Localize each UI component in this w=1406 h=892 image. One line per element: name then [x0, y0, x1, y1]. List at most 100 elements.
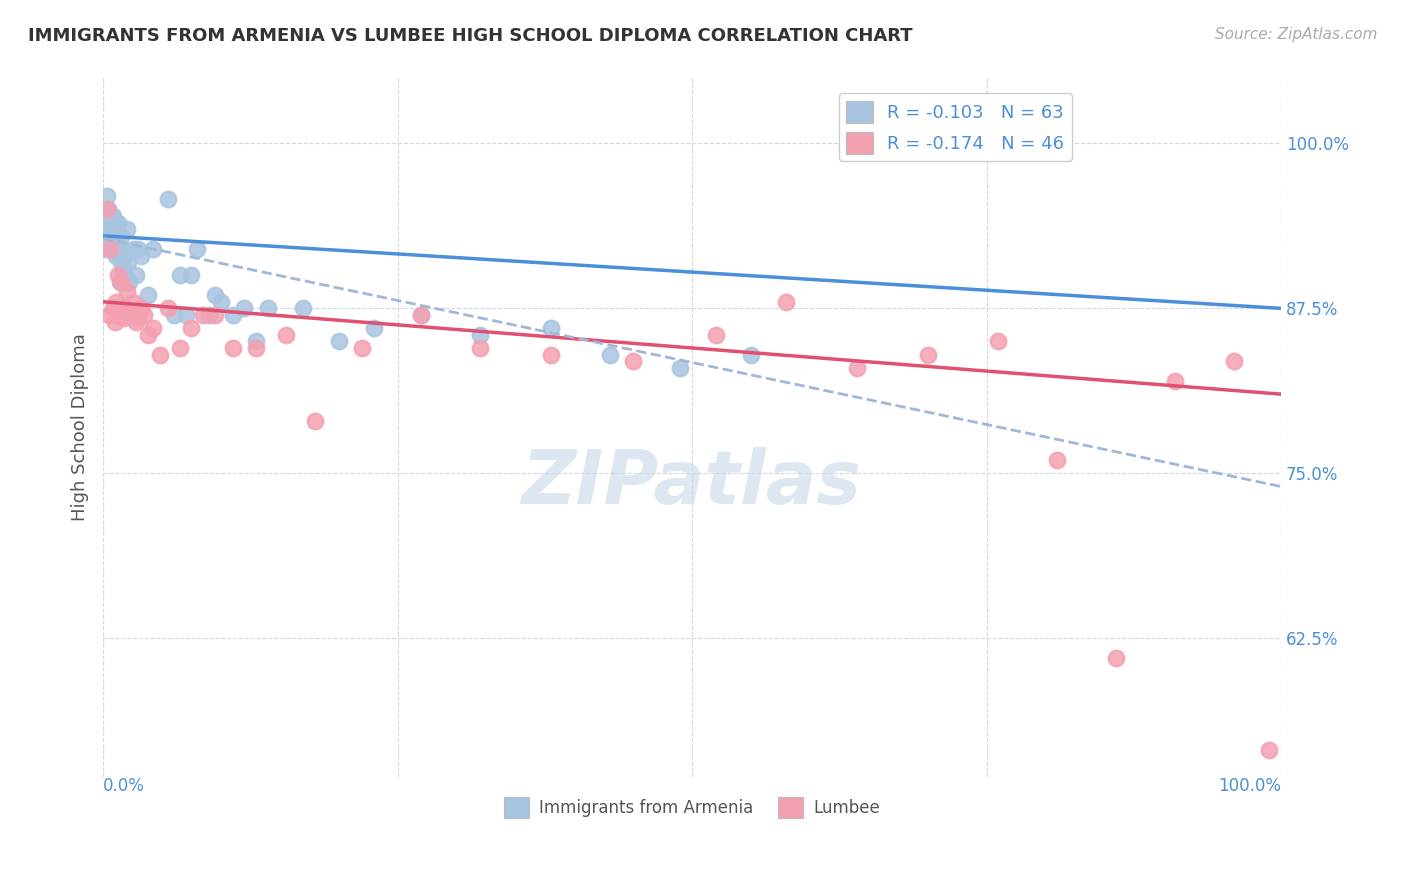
- Point: [411, 308, 433, 322]
- Point: [111, 242, 134, 256]
- Point: [180, 321, 202, 335]
- Point: [209, 294, 232, 309]
- Point: [221, 341, 243, 355]
- Point: [101, 301, 124, 316]
- Point: [96, 216, 118, 230]
- Point: [105, 249, 128, 263]
- Point: [142, 242, 165, 256]
- Legend: Immigrants from Armenia, Lumbee: Immigrants from Armenia, Lumbee: [498, 791, 887, 824]
- Point: [136, 327, 159, 342]
- Point: [115, 222, 138, 236]
- Point: [121, 242, 143, 256]
- Point: [96, 189, 118, 203]
- Point: [245, 341, 267, 355]
- Point: [917, 348, 939, 362]
- Point: [127, 310, 149, 325]
- Point: [98, 222, 121, 236]
- Point: [1105, 651, 1128, 665]
- Point: [107, 242, 129, 256]
- Point: [156, 192, 179, 206]
- Point: [257, 301, 280, 316]
- Point: [621, 354, 644, 368]
- Point: [112, 249, 135, 263]
- Point: [142, 321, 165, 335]
- Point: [112, 310, 135, 325]
- Point: [221, 308, 243, 322]
- Point: [105, 222, 128, 236]
- Point: [186, 242, 208, 256]
- Point: [112, 268, 135, 283]
- Point: [118, 275, 141, 289]
- Point: [121, 294, 143, 309]
- Text: 0.0%: 0.0%: [103, 777, 145, 795]
- Text: IMMIGRANTS FROM ARMENIA VS LUMBEE HIGH SCHOOL DIPLOMA CORRELATION CHART: IMMIGRANTS FROM ARMENIA VS LUMBEE HIGH S…: [28, 27, 912, 45]
- Point: [100, 228, 122, 243]
- Point: [110, 275, 132, 289]
- Point: [98, 209, 121, 223]
- Point: [103, 231, 125, 245]
- Point: [540, 348, 562, 362]
- Y-axis label: High School Diploma: High School Diploma: [72, 334, 89, 521]
- Point: [245, 334, 267, 349]
- Point: [204, 308, 226, 322]
- Point: [129, 249, 152, 263]
- Point: [468, 327, 491, 342]
- Point: [97, 228, 120, 243]
- Point: [274, 327, 297, 342]
- Point: [105, 294, 128, 309]
- Point: [101, 242, 124, 256]
- Point: [987, 334, 1010, 349]
- Point: [328, 334, 350, 349]
- Point: [105, 308, 128, 322]
- Point: [1164, 374, 1187, 388]
- Point: [352, 341, 374, 355]
- Point: [363, 321, 385, 335]
- Point: [104, 239, 127, 253]
- Text: Source: ZipAtlas.com: Source: ZipAtlas.com: [1215, 27, 1378, 42]
- Point: [103, 213, 125, 227]
- Point: [117, 255, 139, 269]
- Point: [163, 308, 186, 322]
- Point: [156, 301, 179, 316]
- Point: [125, 315, 148, 329]
- Point: [704, 327, 727, 342]
- Point: [98, 216, 121, 230]
- Point: [669, 360, 692, 375]
- Point: [233, 301, 256, 316]
- Point: [101, 209, 124, 223]
- Point: [292, 301, 315, 316]
- Point: [1046, 453, 1069, 467]
- Point: [98, 308, 121, 322]
- Point: [115, 284, 138, 298]
- Point: [304, 413, 326, 427]
- Text: 100.0%: 100.0%: [1218, 777, 1281, 795]
- Point: [540, 321, 562, 335]
- Point: [775, 294, 797, 309]
- Point: [193, 308, 215, 322]
- Point: [169, 341, 191, 355]
- Point: [174, 308, 197, 322]
- Point: [105, 244, 128, 259]
- Point: [134, 308, 156, 322]
- Point: [127, 242, 149, 256]
- Point: [180, 268, 202, 283]
- Point: [94, 242, 117, 256]
- Point: [1223, 354, 1246, 368]
- Point: [149, 348, 172, 362]
- Point: [98, 242, 121, 256]
- Point: [198, 308, 221, 322]
- Point: [1258, 743, 1281, 757]
- Point: [411, 308, 433, 322]
- Point: [98, 235, 121, 250]
- Point: [97, 202, 120, 217]
- Point: [101, 222, 124, 236]
- Point: [468, 341, 491, 355]
- Point: [845, 360, 868, 375]
- Point: [107, 216, 129, 230]
- Point: [136, 288, 159, 302]
- Point: [129, 301, 152, 316]
- Point: [110, 255, 132, 269]
- Point: [96, 202, 118, 217]
- Point: [112, 301, 135, 316]
- Point: [204, 288, 226, 302]
